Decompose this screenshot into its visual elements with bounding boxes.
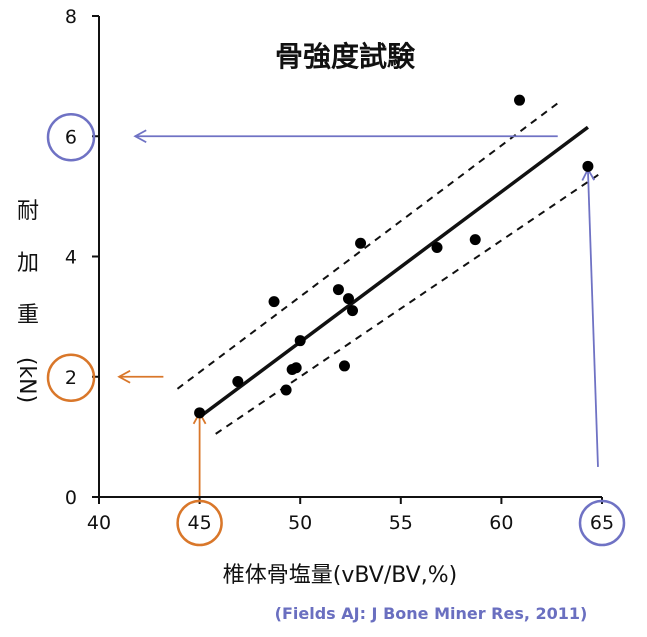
y-axis-label-2: 加 <box>17 251 39 276</box>
y-axis-label-unit: (kN) <box>14 357 39 403</box>
y-axis-label-1: 耐 <box>17 199 39 224</box>
x-tick-label: 60 <box>489 512 513 534</box>
x-tick-highlight-circle <box>176 499 223 547</box>
data-point <box>355 237 367 249</box>
data-point <box>347 305 359 317</box>
annotation-arrow-shaft <box>587 169 599 467</box>
y-tick-label: 0 <box>65 487 77 509</box>
data-point <box>342 293 354 305</box>
y-axis-label-3: 重 <box>17 303 39 328</box>
data-point <box>431 241 443 253</box>
annotation-arrows <box>117 129 599 497</box>
data-point <box>469 234 481 246</box>
data-point <box>294 335 306 347</box>
y-tick-highlight-circle <box>46 353 96 402</box>
regression-line <box>198 125 589 419</box>
confidence-band <box>176 99 603 435</box>
data-points <box>194 94 594 419</box>
y-tick-label: 4 <box>65 247 77 269</box>
tick-labels: 0 2 4 6 8 40 45 50 55 60 65 <box>65 6 614 534</box>
y-tick-highlight-circle <box>46 113 96 162</box>
x-tick-highlight-circle <box>578 499 626 547</box>
y-tick-label: 2 <box>65 367 77 389</box>
chart-title: 骨強度試験 <box>275 40 416 73</box>
highlight-circles <box>46 113 626 547</box>
data-point <box>280 384 292 396</box>
annotation-arrow-head <box>133 129 147 144</box>
confidence-band-upper <box>176 99 563 390</box>
x-axis-label: 椎体骨塩量(vBV/BV,%) <box>223 563 457 588</box>
x-tick-label: 45 <box>188 512 212 534</box>
annotation-arrow-head <box>117 369 131 384</box>
x-tick-label: 55 <box>389 512 413 534</box>
data-point <box>338 360 350 372</box>
data-point <box>268 296 280 308</box>
data-point <box>232 376 244 388</box>
x-tick-label: 65 <box>590 512 614 534</box>
y-tick-label: 8 <box>65 6 77 28</box>
data-point <box>290 362 302 374</box>
x-tick-label: 40 <box>87 512 111 534</box>
data-point <box>514 94 526 106</box>
x-tick-label: 50 <box>288 512 312 534</box>
data-point <box>194 407 206 419</box>
axes <box>92 15 603 504</box>
y-tick-label: 6 <box>65 126 77 148</box>
data-point <box>332 284 344 296</box>
regression-line-segment <box>198 125 589 419</box>
citation: (Fields AJ: J Bone Miner Res, 2011) <box>275 604 588 623</box>
data-point <box>582 160 594 172</box>
